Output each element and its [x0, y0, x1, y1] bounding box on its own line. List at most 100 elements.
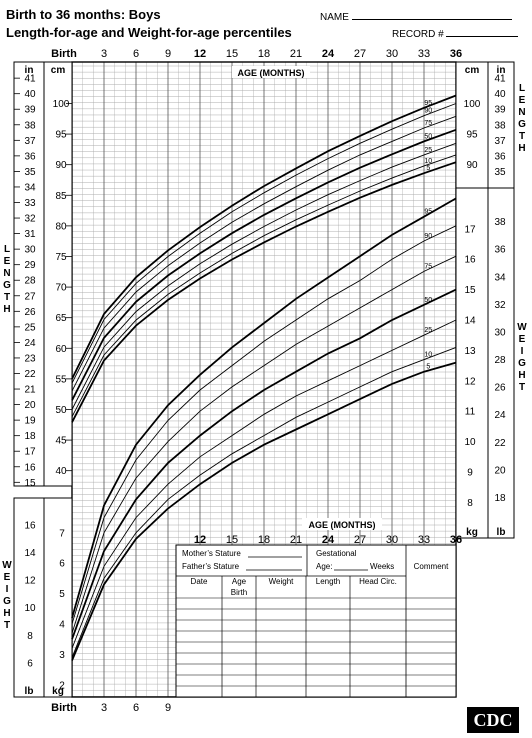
x-tick-label-middle: 30	[386, 534, 398, 546]
weight-percentile-label-p95: 95	[424, 209, 432, 216]
length-in-tick-label: 21	[24, 385, 36, 396]
unit-kg-right: kg	[466, 527, 478, 538]
gestational-label: Gestational	[316, 549, 357, 558]
unit-in-right: in	[497, 65, 506, 76]
side-label-length-right: N	[518, 107, 525, 118]
weight-lb-tick-label: 16	[24, 521, 36, 532]
x-tick-label-bottom: 3	[101, 702, 107, 714]
length-in-tick-label: 29	[24, 260, 36, 271]
side-label-weight-right: E	[519, 334, 526, 345]
weight-kg-tick-label-right: 16	[464, 255, 476, 266]
weight-kg-tick-label-right: 17	[464, 224, 476, 235]
side-label-length-right: E	[519, 95, 526, 106]
x-tick-label-top: 33	[418, 48, 430, 60]
x-tick-label-middle: 33	[418, 534, 430, 546]
length-in-tick-label: 22	[24, 369, 36, 380]
chart-title-line-2: Length-for-age and Weight-for-age percen…	[6, 25, 292, 40]
length-cm-tick-label-right: 90	[466, 160, 478, 171]
length-cm-tick-label: 90	[55, 160, 67, 171]
length-cm-tick-label: 85	[55, 191, 67, 202]
age-label-bg-mid	[302, 518, 382, 530]
right-weight-kg-scale	[455, 187, 489, 539]
left-length-cm-scale	[43, 61, 73, 487]
length-in-tick-label: 35	[24, 167, 36, 178]
side-label-weight-left: H	[3, 608, 10, 619]
weight-kg-tick-label: 4	[59, 620, 65, 631]
weight-lb-tick-label-right: 38	[494, 217, 506, 228]
weight-lb-tick-label: 10	[24, 603, 36, 614]
side-label-length-left: T	[4, 292, 10, 303]
side-label-weight-right: T	[519, 382, 525, 393]
weight-percentile-label-p75: 75	[424, 263, 432, 270]
weight-percentile-label-p50: 50	[424, 297, 432, 304]
length-percentile-label-p10: 10	[424, 158, 432, 165]
unit-lb-left: lb	[25, 686, 34, 697]
x-tick-label-top: 36	[450, 48, 462, 60]
side-label-length-right: T	[519, 131, 525, 142]
weight-kg-tick-label-right: 9	[467, 468, 473, 479]
side-label-length-right: H	[518, 143, 525, 154]
gestational-weeks-label: Weeks	[370, 562, 394, 571]
record-field[interactable]: RECORD #	[392, 27, 519, 40]
length-in-tick-label: 36	[24, 151, 36, 162]
weight-kg-tick-label: 3	[59, 650, 65, 661]
weight-lb-tick-label: 14	[24, 548, 36, 559]
weight-percentile-label-p90: 90	[424, 233, 432, 240]
length-in-tick-label-right: 41	[494, 74, 506, 85]
chart-title-line-1: Birth to 36 months: Boys	[6, 7, 161, 22]
length-in-tick-label-right: 38	[494, 120, 506, 131]
weight-percentile-label-p5: 5	[426, 364, 430, 371]
side-label-length-right: G	[518, 119, 526, 130]
length-in-tick-label: 32	[24, 214, 36, 225]
name-label: NAME	[320, 12, 349, 23]
length-in-tick-label: 40	[24, 89, 36, 100]
length-in-tick-label-right: 40	[494, 89, 506, 100]
x-tick-label-bottom: 9	[165, 702, 171, 714]
table-column-header: Head Circ.	[359, 577, 397, 586]
length-cm-tick-label: 40	[55, 466, 67, 477]
length-in-tick-label: 39	[24, 105, 36, 116]
x-tick-label-bottom: 6	[133, 702, 139, 714]
weight-lb-tick-label-right: 18	[494, 493, 506, 504]
side-label-weight-left: E	[4, 572, 11, 583]
length-in-tick-label: 31	[24, 229, 36, 240]
length-curve-p25	[71, 142, 457, 410]
length-cm-tick-label-right: 100	[464, 99, 481, 110]
length-cm-tick-label: 80	[55, 221, 67, 232]
length-in-tick-label-right: 35	[494, 167, 506, 178]
x-tick-label-middle: 27	[354, 534, 366, 546]
x-tick-label-middle: 15	[226, 534, 238, 546]
right-weight-lb-scale	[487, 187, 515, 539]
length-in-tick-label: 30	[24, 245, 36, 256]
weight-curve-p5	[71, 361, 457, 661]
weight-lb-tick-label-right: 36	[494, 245, 506, 256]
x-tick-label-top: 24	[322, 48, 335, 60]
length-in-tick-label: 25	[24, 322, 36, 333]
length-percentile-label-p95: 95	[424, 100, 432, 107]
side-label-weight-left: T	[4, 620, 10, 631]
name-input-line[interactable]	[351, 10, 512, 20]
comment-header: Comment	[414, 562, 449, 571]
side-label-weight-right: I	[521, 346, 524, 357]
length-in-tick-label: 16	[24, 462, 36, 473]
name-field[interactable]: NAME	[320, 10, 512, 23]
length-in-tick-label-right: 37	[494, 136, 506, 147]
table-column-header: Length	[316, 577, 340, 586]
record-input-line[interactable]	[446, 27, 519, 37]
length-in-tick-label-right: 39	[494, 105, 506, 116]
length-in-tick-label: 18	[24, 431, 36, 442]
weight-kg-tick-label: 5	[59, 589, 65, 600]
weight-lb-tick-label: 12	[24, 576, 36, 587]
length-cm-tick-label: 95	[55, 130, 67, 141]
x-axis-title-top: AGE (MONTHS)	[238, 68, 305, 78]
length-in-tick-label: 23	[24, 353, 36, 364]
weight-kg-tick-label: 2	[59, 680, 65, 691]
length-in-tick-label: 38	[24, 120, 36, 131]
records-table[interactable]: Mother’s Stature Father’s Stature Gestatio…	[175, 544, 457, 698]
chart-frames	[13, 61, 515, 698]
unit-cm-left: cm	[51, 65, 66, 76]
length-cm-tick-label: 60	[55, 344, 67, 355]
side-label-length-left: H	[3, 304, 10, 315]
weight-kg-tick-label: 6	[59, 559, 65, 570]
